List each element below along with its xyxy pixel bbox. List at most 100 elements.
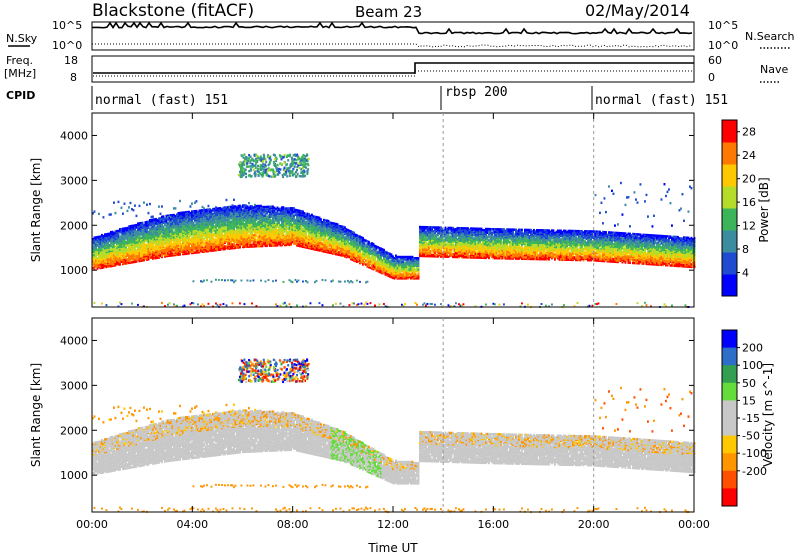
power-cell xyxy=(231,302,234,305)
power-cell xyxy=(149,255,151,258)
power-cell xyxy=(183,240,186,243)
power-cell xyxy=(248,230,250,233)
power-cell xyxy=(239,302,241,305)
power-cell xyxy=(191,224,193,227)
power-cell xyxy=(297,209,300,212)
power-cell xyxy=(233,236,235,240)
power-cell xyxy=(171,242,174,246)
power-cell xyxy=(141,236,144,240)
power-cell xyxy=(152,218,154,221)
power-cell xyxy=(246,206,249,209)
power-cell xyxy=(191,228,193,231)
power-cell xyxy=(95,237,97,240)
power-cell xyxy=(230,232,232,235)
power-cell xyxy=(245,240,247,243)
power-cell xyxy=(141,254,144,257)
power-cell xyxy=(123,239,126,243)
power-cell xyxy=(228,246,231,249)
power-cell xyxy=(366,302,369,305)
power-cell xyxy=(258,204,261,208)
power-cell xyxy=(198,212,201,215)
power-cell xyxy=(293,222,295,225)
power-cell xyxy=(207,212,210,215)
power-cell xyxy=(296,231,298,234)
power-cell xyxy=(149,240,151,243)
power-cell xyxy=(122,228,124,232)
power-cell xyxy=(176,227,178,230)
power-cell xyxy=(131,237,133,240)
power-cell xyxy=(185,232,187,235)
power-cell xyxy=(176,252,178,255)
power-cell xyxy=(167,216,169,219)
power-cell xyxy=(111,259,114,263)
power-cell xyxy=(102,242,105,245)
power-cell xyxy=(180,236,183,240)
power-cell xyxy=(215,235,217,238)
power-cell xyxy=(228,216,231,219)
power-cell xyxy=(225,221,228,224)
power-cell xyxy=(266,228,268,231)
power-cell xyxy=(131,253,133,256)
power-cell xyxy=(303,237,306,240)
power-cell xyxy=(305,232,307,235)
power-cell xyxy=(201,243,204,246)
power-cell xyxy=(135,257,138,261)
power-cell xyxy=(236,212,238,215)
power-cell xyxy=(96,264,99,268)
power-cell xyxy=(312,239,315,242)
power-cell xyxy=(207,246,210,249)
power-cell xyxy=(225,208,228,212)
power-cell xyxy=(221,245,223,249)
power-cell xyxy=(305,233,307,237)
power-cell xyxy=(134,256,136,260)
power-cell xyxy=(219,213,222,216)
power-cell xyxy=(281,217,283,220)
power-cell xyxy=(140,228,142,231)
power-cell xyxy=(209,237,211,240)
power-cell xyxy=(227,211,229,214)
power-cell xyxy=(270,229,273,232)
power-cell xyxy=(179,213,181,216)
power-cell xyxy=(195,216,198,219)
power-cell xyxy=(311,233,313,237)
power-cell xyxy=(111,235,114,239)
power-cell xyxy=(125,234,127,237)
power-cell xyxy=(242,218,244,221)
power-cell xyxy=(318,302,321,305)
power-cell xyxy=(318,222,321,226)
power-cell xyxy=(216,232,219,235)
power-cell xyxy=(134,245,136,248)
power-cell xyxy=(314,247,316,250)
power-cell xyxy=(152,231,154,234)
power-cell xyxy=(245,214,247,217)
power-cell xyxy=(285,218,288,221)
power-cell xyxy=(104,243,106,246)
power-cell xyxy=(215,244,217,247)
power-cell xyxy=(222,243,225,246)
power-cell xyxy=(104,256,106,259)
power-cell xyxy=(308,245,310,249)
power-cell xyxy=(135,225,138,228)
power-cell xyxy=(192,240,195,243)
power-cell xyxy=(122,260,124,263)
power-cell xyxy=(188,220,190,224)
power-cell xyxy=(177,227,180,230)
power-cell xyxy=(296,304,298,307)
power-cell xyxy=(315,237,318,240)
power-cell xyxy=(305,214,307,218)
power-cell xyxy=(176,232,178,235)
power-cell xyxy=(191,249,193,252)
power-cell xyxy=(255,222,258,225)
power-cell xyxy=(216,236,219,239)
power-cell xyxy=(323,231,325,234)
power-cell xyxy=(95,263,97,267)
power-cell xyxy=(182,227,184,231)
power-cell xyxy=(207,204,210,208)
power-cell xyxy=(228,229,231,233)
power-cell xyxy=(326,225,328,229)
power-cell xyxy=(134,260,136,264)
power-cell xyxy=(147,211,150,215)
power-cell xyxy=(105,253,108,256)
power-cell xyxy=(285,304,288,307)
power-cell xyxy=(305,242,307,245)
